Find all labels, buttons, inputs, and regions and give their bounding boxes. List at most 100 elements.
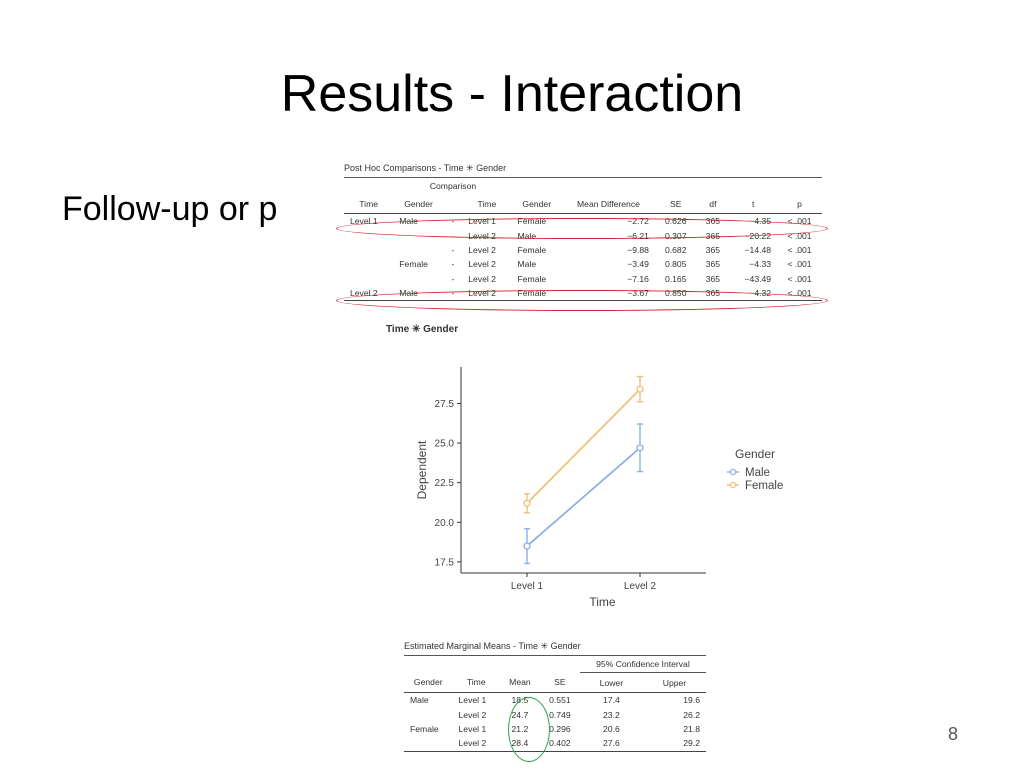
body-text: Follow-up or p (62, 190, 278, 228)
data-point (523, 542, 531, 550)
table-cell: 26.2 (683, 709, 700, 720)
table-cell: 0.805 (664, 259, 687, 270)
column-header: Gender (404, 198, 433, 209)
emm-table: 95% Confidence Interval Gender Time Mean… (404, 655, 706, 752)
table-cell: 21.8 (683, 723, 700, 734)
table-cell: −6.21 (627, 230, 649, 241)
table-cell: 29.2 (683, 738, 700, 749)
table-cell: −7.16 (627, 273, 649, 284)
table-cell: Female (399, 259, 428, 270)
data-point (523, 499, 531, 507)
table-cell: 0.402 (549, 738, 571, 749)
column-header: t (751, 198, 755, 209)
data-point (636, 444, 644, 452)
column-header: p (797, 198, 802, 209)
comparison-group-header: Comparison (429, 181, 477, 191)
table-cell: 365 (705, 230, 721, 241)
table-row: - Level 2 Female −7.16 0.165 365 −43.49 < .001 (344, 272, 822, 286)
table-cell: 365 (705, 216, 721, 227)
column-header: Time (477, 198, 497, 209)
plot-title: Time ✳ Gender (386, 324, 459, 335)
table-cell: 17.4 (603, 695, 620, 706)
column-header (444, 194, 462, 214)
table-cell (393, 272, 443, 286)
series-line-female (526, 388, 641, 504)
table-cell: < .001 (787, 230, 812, 241)
slide-title: Results - Interaction (280, 65, 744, 123)
table-cell: 0.626 (664, 216, 687, 227)
table-cell: Male (517, 230, 537, 241)
emm-table-panel: Estimated Marginal Means - Time ✳ Gender… (404, 641, 706, 752)
column-header: SE (670, 198, 682, 209)
column-header: Time (359, 198, 379, 209)
table-cell: −3.67 (627, 288, 649, 299)
table-cell: −4.32 (749, 288, 772, 299)
table-row: Female Level 1 21.2 0.296 20.6 21.8 (404, 722, 706, 736)
table-cell: < .001 (787, 288, 812, 299)
table-cell: Female (517, 216, 547, 227)
table-cell: Male (410, 695, 429, 706)
table-cell: - (451, 273, 455, 284)
table-cell: −3.49 (627, 259, 649, 270)
ci-group-header: 95% Confidence Interval (579, 655, 706, 673)
table-cell: −20.22 (744, 230, 772, 241)
table-row: Male Level 1 18.5 0.551 17.4 19.6 (404, 693, 706, 708)
table-cell: 0.307 (664, 230, 687, 241)
table-cell: Female (517, 244, 547, 255)
x-axis-title: Time (589, 595, 616, 609)
table-cell: - (451, 216, 455, 227)
interaction-chart: 17.5 20.0 22.5 25.0 27.5 Level 1 Level 2 Time De… (415, 367, 783, 609)
column-header: Lower (599, 677, 624, 688)
column-header: Mean Difference (577, 198, 640, 209)
table-cell: Female (517, 273, 547, 284)
table-cell (344, 257, 393, 271)
table-cell: < .001 (787, 216, 812, 227)
table-cell: 28.4 (511, 738, 529, 749)
x-tick-label: Level 1 (511, 581, 544, 592)
table-cell: 365 (705, 244, 721, 255)
table-cell: 0.296 (549, 723, 571, 734)
table-cell: −9.88 (627, 244, 649, 255)
table-cell: - (451, 244, 455, 255)
table-cell: - (451, 259, 455, 270)
table-cell: Level 2 (468, 230, 496, 241)
slide-number: 8 (948, 724, 959, 744)
table-cell: - (451, 288, 455, 299)
table-cell (404, 736, 453, 751)
table-cell (404, 707, 453, 721)
table-cell: 18.5 (511, 695, 529, 706)
legend-swatch-point (729, 481, 737, 489)
y-tick-label: 25.0 (435, 439, 455, 450)
table-cell: 27.6 (603, 738, 620, 749)
x-tick-label: Level 2 (624, 581, 657, 592)
posthoc-table-panel: Post Hoc Comparisons - Time ✳ Gender Com… (344, 163, 822, 301)
table-cell: −4.33 (749, 259, 772, 270)
posthoc-table: Comparison Time Gender Time Gender Mean … (344, 177, 822, 301)
table-cell: < .001 (787, 273, 812, 284)
legend-entry-male: Male (745, 467, 770, 479)
table-cell (344, 272, 393, 286)
legend-swatch-point (729, 468, 737, 476)
table-cell (344, 228, 393, 242)
table-row: - Level 2 Female −9.88 0.682 365 −14.48 < .001 (344, 243, 822, 257)
table-cell: 0.749 (549, 709, 571, 720)
table-row: Level 1 Male - Level 1 Female −2.72 0.626 365 −4… (344, 214, 822, 229)
table-cell: Level 1 (458, 723, 487, 734)
table-cell (344, 243, 393, 257)
table-cell: Male (399, 216, 418, 227)
table-row: Level 2 28.4 0.402 27.6 29.2 (404, 736, 706, 752)
column-header: Upper (662, 677, 687, 688)
table-cell: 0.551 (549, 695, 571, 706)
table-cell: Male (399, 288, 418, 299)
table-cell: Female (517, 288, 547, 299)
column-header: SE (554, 677, 566, 688)
table-cell: 24.7 (511, 709, 529, 720)
table-cell: 0.682 (664, 244, 687, 255)
column-header: df (709, 198, 717, 209)
table-cell: - (451, 230, 455, 241)
data-point (636, 385, 644, 393)
table-cell (393, 228, 443, 242)
y-tick-label: 27.5 (435, 399, 455, 410)
table-cell: 19.6 (683, 695, 700, 706)
table-cell: Level 2 (468, 244, 496, 255)
